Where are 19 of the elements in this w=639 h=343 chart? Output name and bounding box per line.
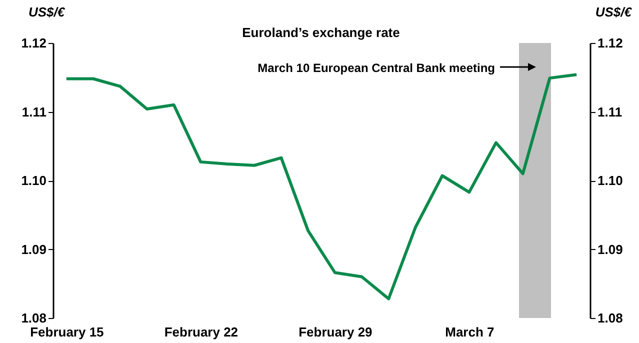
x-tick-label: February 29 bbox=[298, 324, 372, 340]
y2-axis-title: US$/€ bbox=[595, 4, 632, 20]
y2-tick-label: 1.10 bbox=[598, 173, 623, 188]
line-series bbox=[64, 73, 578, 300]
y2-tick-label: 1.09 bbox=[598, 242, 623, 257]
y-axis-title: US$/€ bbox=[28, 4, 66, 20]
annotation: March 10 European Central Bank meeting bbox=[258, 61, 495, 75]
y-tick-label: 1.11 bbox=[22, 104, 46, 120]
x-tick-label: February 22 bbox=[164, 324, 238, 340]
y2-tick-label: 1.11 bbox=[598, 104, 622, 120]
y-tick-label: 1.12 bbox=[21, 36, 46, 50]
y-tick-label: 1.08 bbox=[21, 310, 46, 326]
y-tick-label: 1.09 bbox=[21, 242, 46, 257]
chart-title: Euroland’s exchange rate bbox=[242, 25, 400, 40]
x-tick-label: February 15 bbox=[30, 324, 104, 340]
y2-tick-label: 1.08 bbox=[598, 310, 623, 326]
y-tick-label: 1.10 bbox=[21, 173, 46, 188]
y2-tick-label: 1.12 bbox=[598, 36, 623, 50]
x-tick-label: March 7 bbox=[445, 324, 494, 340]
